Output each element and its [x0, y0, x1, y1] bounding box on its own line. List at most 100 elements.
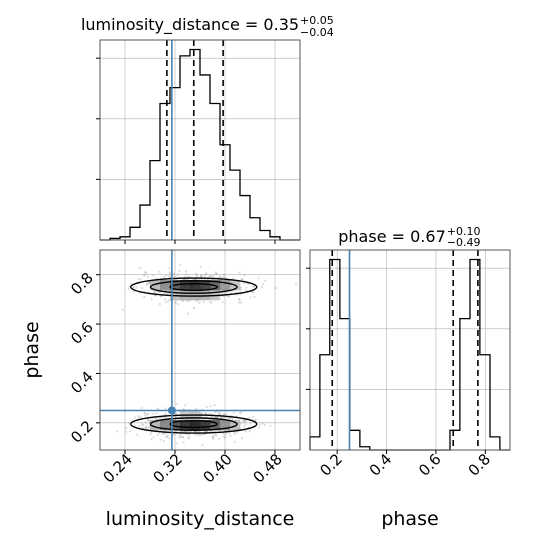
density-truth-crosshair — [100, 250, 300, 450]
bl-sample-1-20 — [258, 426, 261, 429]
bl-sample-1-71 — [249, 422, 252, 425]
bl-sample-1-154 — [174, 430, 177, 433]
luminosity-distance-histogram-ticks — [96, 57, 276, 244]
phase-title-equals: = — [392, 227, 411, 246]
bl-sample-0-354 — [176, 273, 180, 276]
bl-contour-1-2 — [130, 414, 258, 434]
bl-sample-1-95 — [149, 433, 152, 436]
bl-sample-1-422 — [200, 412, 203, 415]
bl-sample-1-160 — [159, 438, 162, 441]
bl-sample-1-37 — [233, 431, 236, 434]
bl-sample-1-363 — [146, 418, 149, 421]
luminosity-distance-title-upper: +0.05 — [300, 14, 334, 27]
bl-sample-0-557 — [251, 291, 255, 294]
bl-sample-0-669 — [184, 270, 188, 273]
bl-sample-1-457 — [176, 442, 179, 445]
bl-sample-0-0 — [294, 283, 298, 286]
bl-xtick-label-2: 0.40 — [199, 450, 235, 486]
bl-sample-0-96 — [239, 293, 242, 296]
bl-truth-point — [167, 406, 176, 415]
bl-sample-1-520 — [166, 435, 169, 438]
bl-sample-0-650 — [164, 301, 167, 304]
bl-sample-0-304 — [184, 273, 188, 276]
bl-sample-0-330 — [135, 286, 138, 289]
bl-sample-1-633 — [254, 418, 257, 422]
bl-sample-0-478 — [155, 276, 158, 280]
bl-sample-0-187 — [174, 302, 177, 305]
br-bin-3 — [340, 319, 350, 450]
bl-sample-1-296 — [204, 412, 207, 415]
bl-sample-0-23 — [165, 274, 168, 277]
bl-sample-0-351 — [237, 297, 241, 301]
bl-cell-9-2 — [190, 420, 201, 431]
bl-sample-1-89 — [233, 440, 236, 443]
bl-sample-0-358 — [130, 282, 133, 286]
bl-cell-9-16 — [190, 280, 201, 291]
bl-sample-1-269 — [156, 433, 159, 436]
x-axis-label-luminosity-distance: luminosity_distance — [106, 508, 295, 530]
bl-sample-1-544 — [141, 423, 145, 427]
bl-sample-1-162 — [183, 430, 187, 433]
bl-sample-0-140 — [218, 275, 221, 279]
density-y-ticks: 0.2 0.4 0.6 0.8 — [67, 269, 100, 447]
bl-sample-0-159 — [199, 274, 203, 277]
bl-sample-1-652 — [241, 437, 244, 440]
bl-sample-0-631 — [209, 300, 212, 303]
br-bin-17 — [480, 355, 490, 450]
bl-contour-0-2 — [130, 277, 258, 297]
phase-histogram-panel: 0.2 0.4 0.6 0.8 phase = 0.67 +0.10 −0.49 ph… — [306, 225, 511, 530]
bl-contour-1-0 — [169, 419, 219, 429]
bl-sample-1-645 — [224, 433, 228, 436]
bl-sample-1-582 — [244, 430, 247, 433]
bl-sample-1-391 — [157, 407, 160, 410]
density-frame — [99, 249, 301, 451]
bl-sample-1-42 — [241, 421, 245, 424]
br-xtick-label-1: 0.4 — [366, 450, 396, 480]
bl-sample-0-215 — [145, 272, 148, 275]
bl-sample-1-394 — [222, 432, 225, 435]
bl-sample-1-329 — [248, 416, 251, 420]
bl-sample-1-85 — [137, 415, 140, 418]
bl-sample-1-552 — [138, 416, 141, 419]
bl-xtick-label-1: 0.32 — [149, 450, 185, 486]
bl-sample-0-696 — [153, 290, 156, 294]
bl-sample-1-281 — [248, 429, 251, 433]
bl-sample-0-581 — [215, 272, 218, 276]
bl-sample-1-583 — [181, 436, 184, 439]
bl-sample-1-433 — [217, 437, 220, 441]
tl-bin-14 — [240, 196, 250, 240]
bl-sample-0-53 — [238, 271, 241, 274]
bl-sample-0-194 — [132, 290, 136, 293]
bl-sample-1-111 — [147, 412, 150, 416]
bl-cell-6-16 — [160, 280, 171, 291]
bl-sample-0-176 — [238, 301, 241, 304]
bl-sample-1-481 — [242, 419, 246, 422]
bl-sample-1-159 — [205, 430, 209, 433]
bl-sample-0-635 — [150, 298, 153, 301]
bl-sample-1-593 — [187, 436, 190, 439]
bl-sample-0-638 — [260, 286, 263, 289]
bl-sample-0-497 — [187, 275, 190, 278]
bl-sample-1-235 — [222, 435, 225, 438]
bl-sample-1-347 — [147, 418, 150, 422]
bl-sample-1-698 — [125, 427, 128, 430]
bl-sample-1-318 — [208, 412, 211, 415]
bl-sample-0-345 — [143, 271, 147, 274]
bl-sample-1-171 — [133, 424, 136, 427]
br-bin-4 — [350, 430, 360, 450]
bl-sample-0-219 — [240, 301, 243, 304]
bl-sample-1-627 — [211, 435, 215, 438]
bl-cell-10-16 — [200, 280, 211, 291]
bl-sample-1-494 — [201, 443, 204, 446]
bl-sample-1-362 — [164, 413, 167, 416]
phase-title-param: phase — [338, 227, 386, 246]
br-bin-14 — [450, 430, 460, 450]
bl-sample-0-411 — [146, 282, 149, 285]
bl-sample-0-390 — [162, 275, 166, 279]
bl-sample-0-118 — [200, 274, 203, 277]
bl-sample-0-98 — [253, 295, 256, 298]
tl-bin-16 — [260, 230, 270, 240]
bl-sample-0-693 — [185, 299, 188, 303]
bl-sample-1-114 — [225, 413, 228, 416]
bl-sample-1-46 — [156, 418, 159, 421]
